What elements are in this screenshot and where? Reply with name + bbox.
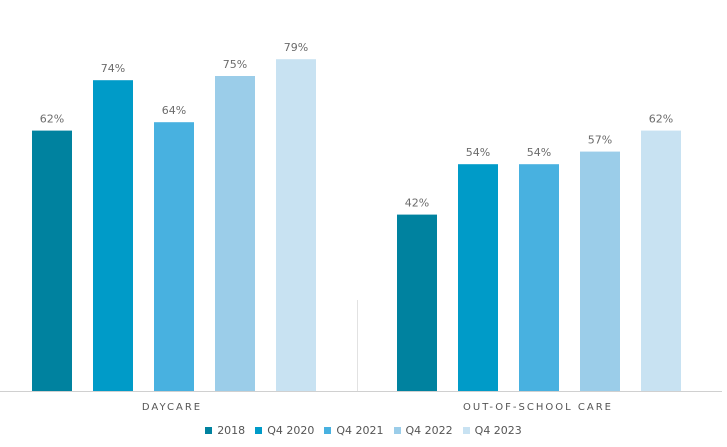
bar-daycare-2018 xyxy=(32,130,72,391)
legend: 2018 Q4 2020 Q4 2021 Q4 2022 Q4 2023 xyxy=(0,424,727,437)
category-label: OUT-OF-SCHOOL CARE xyxy=(463,402,613,413)
bar-out-of-school-care-2018 xyxy=(397,214,437,391)
legend-swatch xyxy=(324,427,332,434)
bar-out-of-school-care-q4-2022 xyxy=(580,151,620,391)
bar-out-of-school-care-q4-2023 xyxy=(641,130,681,391)
legend-swatch xyxy=(205,427,213,434)
value-label: 79% xyxy=(284,41,308,54)
bar-daycare-q4-2023 xyxy=(276,59,316,391)
value-label: 62% xyxy=(649,113,673,126)
category-labels-group: DAYCARE OUT-OF-SCHOOL CARE xyxy=(142,402,613,413)
bar-daycare-q4-2020 xyxy=(93,80,133,391)
legend-swatch xyxy=(255,427,263,434)
legend-item: Q4 2021 xyxy=(324,424,384,437)
value-label: 75% xyxy=(223,58,247,71)
legend-item: 2018 xyxy=(205,424,245,437)
bar-out-of-school-care-q4-2020 xyxy=(458,164,498,391)
legend-label: Q4 2022 xyxy=(405,424,453,437)
value-label: 64% xyxy=(162,104,186,117)
legend-label: Q4 2023 xyxy=(474,424,522,437)
legend-swatch xyxy=(393,427,401,434)
legend-item: Q4 2023 xyxy=(462,424,522,437)
bar-daycare-q4-2021 xyxy=(154,122,194,391)
value-label: 54% xyxy=(527,146,551,159)
legend-label: 2018 xyxy=(217,424,246,437)
category-label: DAYCARE xyxy=(142,402,202,413)
bars-group xyxy=(32,59,681,391)
value-label: 74% xyxy=(101,62,125,75)
value-label: 42% xyxy=(405,197,429,210)
legend-label: Q4 2020 xyxy=(267,424,315,437)
value-label: 62% xyxy=(40,113,64,126)
bar-chart: 62% 74% 64% 75% 79% 42% 54% 54% 57% 62% DAYCARE OU… xyxy=(0,41,722,413)
legend-label: Q4 2021 xyxy=(336,424,384,437)
bar-daycare-q4-2022 xyxy=(215,76,255,391)
bar-out-of-school-care-q4-2021 xyxy=(519,164,559,391)
value-labels-group: 62% 74% 64% 75% 79% 42% 54% 54% 57% 62% xyxy=(40,41,673,209)
legend-swatch xyxy=(462,427,470,434)
value-label: 54% xyxy=(466,146,490,159)
value-label: 57% xyxy=(588,134,612,147)
legend-item: Q4 2022 xyxy=(393,424,453,437)
legend-item: Q4 2020 xyxy=(255,424,314,437)
